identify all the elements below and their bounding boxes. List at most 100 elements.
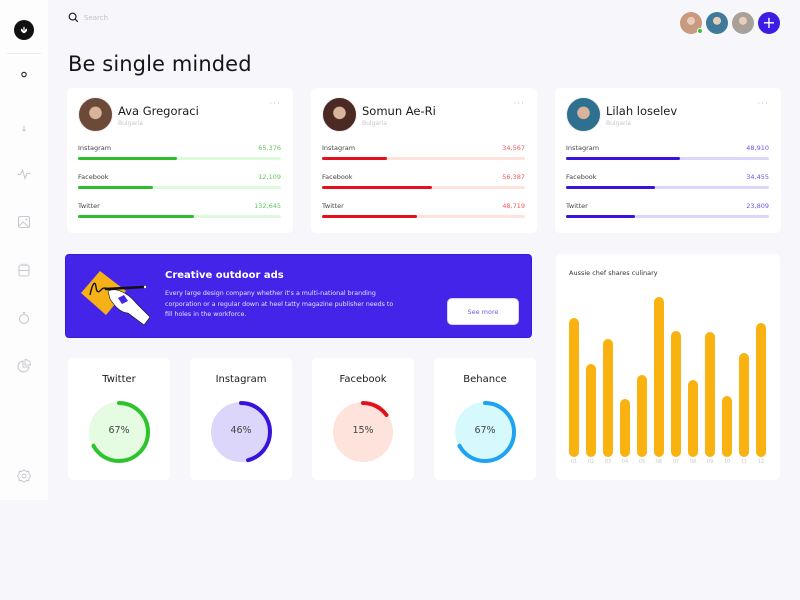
bar-09[interactable]	[705, 332, 715, 457]
stat-label: Facebook	[566, 173, 597, 181]
progress-fill	[322, 215, 418, 218]
leaf-icon	[20, 26, 28, 34]
progress-fill	[566, 215, 636, 218]
stat-label: Facebook	[322, 173, 353, 181]
progress-fill	[78, 157, 178, 160]
ring-card-instagram: Instagram 46%	[190, 358, 292, 480]
pie-chart-icon	[17, 358, 32, 373]
leaf-logo[interactable]	[14, 20, 34, 40]
bar-10[interactable]	[722, 396, 732, 457]
bar-11[interactable]	[739, 353, 749, 457]
promo-banner: Creative outdoor ads Every large design …	[65, 254, 532, 338]
x-axis-label: 08	[689, 459, 697, 465]
stat-value: 34,567	[502, 144, 525, 152]
x-axis-label: 07	[672, 459, 680, 465]
bar-chart-card: Aussie chef shares culinary 01 02 03 04 05 06…	[556, 254, 780, 480]
avatar-group: +	[680, 12, 780, 34]
progress-fill	[322, 186, 432, 189]
bar-02[interactable]	[586, 364, 596, 457]
bar-05[interactable]	[637, 375, 647, 457]
ring-title: Facebook	[339, 374, 387, 385]
stat-label: Instagram	[78, 144, 112, 152]
profile-name: Somun Ae-Ri	[362, 104, 436, 118]
see-more-button[interactable]: See more	[447, 298, 519, 325]
progress-track	[78, 157, 281, 160]
avatar[interactable]	[322, 97, 357, 132]
activity-icon	[17, 168, 31, 181]
sidebar-item-calendar[interactable]	[16, 262, 32, 278]
stat-label: Twitter	[566, 202, 588, 210]
sidebar-item-pie-chart[interactable]	[16, 358, 32, 374]
more-options-icon[interactable]: ···	[269, 99, 281, 109]
sidebar-item-timer[interactable]	[16, 310, 32, 326]
more-options-icon[interactable]: ···	[513, 99, 525, 109]
x-axis-label: 03	[604, 459, 612, 465]
progress-fill	[566, 157, 680, 160]
more-options-icon[interactable]: ···	[757, 99, 769, 109]
x-axis-label: 10	[723, 459, 731, 465]
user-avatar-1[interactable]	[680, 12, 703, 34]
profile-card: Somun Ae-Ri Bulgaria ··· Instagram 34,567 Fac…	[311, 88, 537, 233]
stat-row-facebook: Facebook 34,455	[566, 173, 769, 191]
search-input[interactable]: Search	[84, 13, 109, 22]
progress-ring: 67%	[453, 400, 517, 464]
profile-country: Bulgaria	[606, 120, 631, 127]
search-bar[interactable]: Search	[68, 12, 108, 23]
stat-row-facebook: Facebook 12,109	[78, 173, 281, 191]
bar-chart: 01 02 03 04 05 06 07 08 09 10 11 12	[566, 294, 770, 465]
sidebar-item-user[interactable]	[16, 70, 32, 86]
stat-value: 65,376	[258, 144, 281, 152]
stat-row-facebook: Facebook 56,387	[322, 173, 525, 191]
bar-07[interactable]	[671, 330, 681, 457]
ring-percentage: 67%	[108, 425, 130, 436]
stat-label: Instagram	[566, 144, 600, 152]
x-axis-label: 02	[587, 459, 595, 465]
bar-03[interactable]	[603, 338, 613, 457]
timer-icon	[18, 312, 30, 325]
image-icon	[17, 215, 31, 229]
progress-fill	[566, 186, 656, 189]
stat-value: 23,809	[746, 202, 769, 210]
stat-label: Facebook	[78, 173, 109, 181]
bar-08[interactable]	[688, 380, 698, 457]
sidebar-item-cloud-download[interactable]	[16, 118, 32, 134]
x-axis-label: 09	[706, 459, 714, 465]
ring-card-twitter: Twitter 67%	[68, 358, 170, 480]
progress-track	[566, 157, 769, 160]
stat-row-twitter: Twitter 48,719	[322, 202, 525, 220]
x-axis-label: 05	[638, 459, 646, 465]
online-status-dot	[697, 28, 703, 34]
sidebar-item-activity[interactable]	[16, 166, 32, 182]
ring-title: Behance	[463, 374, 507, 385]
stat-value: 12,109	[258, 173, 281, 181]
bar-06[interactable]	[654, 297, 664, 457]
sidebar	[0, 0, 48, 500]
bar-01[interactable]	[569, 317, 579, 457]
signing-hand-illustration	[81, 271, 151, 326]
stat-value: 48,719	[502, 202, 525, 210]
progress-ring: 15%	[331, 400, 395, 464]
progress-track	[566, 215, 769, 218]
ring-card-facebook: Facebook 15%	[312, 358, 414, 480]
profile-card: Ava Gregoraci Bulgaria ··· Instagram 65,376 F…	[67, 88, 293, 233]
user-avatar-3[interactable]	[732, 12, 754, 34]
add-button[interactable]: +	[758, 12, 780, 34]
stat-label: Instagram	[322, 144, 356, 152]
ring-title: Twitter	[102, 374, 136, 385]
user-avatar-2[interactable]	[706, 12, 728, 34]
progress-track	[78, 215, 281, 218]
bar-12[interactable]	[756, 322, 766, 457]
ring-card-behance: Behance 67%	[434, 358, 536, 480]
progress-track	[78, 186, 281, 189]
avatar[interactable]	[78, 97, 113, 132]
avatar[interactable]	[566, 97, 601, 132]
ring-title: Instagram	[215, 374, 267, 385]
profile-country: Bulgaria	[118, 120, 143, 127]
progress-ring: 67%	[87, 400, 151, 464]
stat-row-twitter: Twitter 132,645	[78, 202, 281, 220]
bar-04[interactable]	[620, 399, 630, 457]
sidebar-item-settings[interactable]	[16, 468, 32, 484]
sidebar-item-image[interactable]	[16, 214, 32, 230]
banner-description: Every large design company whether it's …	[165, 290, 394, 318]
page-title: Be single minded	[68, 52, 252, 76]
